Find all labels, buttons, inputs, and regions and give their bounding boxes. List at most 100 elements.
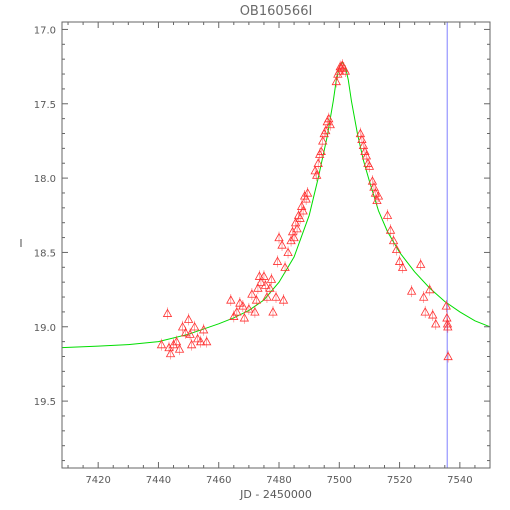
triangle-marker bbox=[321, 125, 331, 135]
data-point bbox=[186, 338, 197, 351]
data-point bbox=[372, 194, 382, 207]
data-point bbox=[244, 302, 254, 315]
triangle-marker bbox=[331, 76, 341, 86]
data-point bbox=[162, 307, 173, 320]
triangle-marker bbox=[229, 311, 239, 320]
data-point bbox=[274, 231, 284, 244]
y-tick-label: 18.5 bbox=[34, 248, 56, 259]
triangle-marker bbox=[192, 333, 203, 343]
triangle-marker bbox=[195, 336, 206, 346]
data-point bbox=[443, 350, 453, 363]
triangle-marker bbox=[385, 225, 396, 234]
triangle-marker bbox=[265, 283, 275, 292]
triangle-marker bbox=[189, 321, 200, 331]
triangle-marker bbox=[251, 295, 262, 304]
triangle-marker bbox=[298, 205, 308, 215]
data-point bbox=[391, 243, 402, 256]
triangle-marker bbox=[280, 262, 290, 271]
data-point bbox=[177, 320, 188, 333]
data-point bbox=[251, 294, 262, 307]
triangle-marker bbox=[358, 140, 369, 149]
data-point bbox=[174, 343, 185, 356]
triangle-marker bbox=[266, 274, 277, 283]
data-point bbox=[165, 347, 176, 360]
plot-frame bbox=[61, 21, 491, 469]
data-point bbox=[171, 335, 182, 348]
data-point bbox=[364, 160, 375, 173]
triangle-marker bbox=[441, 301, 451, 310]
triangle-marker bbox=[391, 244, 402, 254]
triangle-marker bbox=[183, 314, 194, 323]
triangle-marker bbox=[397, 262, 408, 271]
y-tick-label: 19.0 bbox=[34, 323, 56, 334]
triangle-marker bbox=[286, 235, 296, 245]
triangle-marker bbox=[425, 284, 435, 294]
data-point bbox=[239, 311, 250, 324]
data-point bbox=[394, 255, 405, 268]
triangle-marker bbox=[443, 351, 453, 361]
triangle-marker bbox=[292, 223, 302, 233]
triangle-marker bbox=[165, 348, 176, 358]
triangle-marker bbox=[238, 301, 248, 310]
data-point bbox=[442, 311, 452, 324]
data-point bbox=[183, 313, 194, 326]
triangle-marker bbox=[382, 210, 393, 219]
x-tick-label: 7500 bbox=[327, 475, 352, 486]
data-point bbox=[425, 283, 435, 296]
triangle-marker bbox=[312, 170, 322, 179]
data-point bbox=[262, 291, 272, 304]
triangle-marker bbox=[239, 313, 250, 322]
triangle-marker bbox=[388, 235, 399, 245]
data-point bbox=[302, 186, 313, 199]
triangle-marker bbox=[198, 324, 209, 334]
y-tick-label: 17.0 bbox=[34, 25, 56, 36]
triangle-marker bbox=[274, 232, 284, 242]
data-point bbox=[277, 239, 287, 251]
axes: 7420 7440 7460 7480 7500 7520 7540 17.0 17.5 18.0… bbox=[34, 22, 491, 486]
data-point bbox=[298, 204, 308, 217]
x-tick-label: 7480 bbox=[266, 475, 291, 486]
triangle-marker bbox=[316, 146, 326, 155]
data-point bbox=[195, 335, 206, 348]
triangle-marker bbox=[295, 213, 305, 222]
data-point bbox=[265, 282, 275, 295]
triangle-marker bbox=[201, 336, 212, 346]
x-tick-label: 7420 bbox=[85, 475, 110, 486]
triangle-marker bbox=[287, 226, 298, 236]
data-point bbox=[292, 222, 302, 235]
data-point bbox=[271, 291, 281, 304]
data-point bbox=[250, 305, 260, 318]
data-point bbox=[180, 326, 191, 339]
triangle-marker bbox=[289, 232, 299, 242]
triangle-marker bbox=[428, 310, 438, 319]
plot-area bbox=[61, 22, 491, 468]
triangle-marker bbox=[277, 240, 287, 249]
data-point bbox=[325, 118, 335, 131]
triangle-marker bbox=[247, 289, 257, 298]
triangle-marker bbox=[171, 336, 182, 346]
triangle-marker bbox=[431, 318, 441, 328]
x-axis-label: JD - 2450000 bbox=[239, 488, 312, 501]
triangle-marker bbox=[420, 307, 430, 316]
y-tick-label: 18.0 bbox=[34, 174, 56, 185]
triangle-marker bbox=[254, 271, 265, 280]
data-point bbox=[406, 285, 417, 298]
data-point bbox=[201, 335, 212, 348]
triangle-marker bbox=[250, 307, 260, 316]
data-point bbox=[229, 310, 239, 323]
y-axis-label: I bbox=[19, 237, 22, 250]
data-point bbox=[268, 305, 278, 318]
data-point bbox=[397, 261, 408, 274]
triangle-marker bbox=[415, 259, 426, 268]
data-point bbox=[259, 270, 269, 283]
triangle-marker bbox=[168, 339, 179, 349]
triangle-marker bbox=[262, 292, 272, 301]
triangle-marker bbox=[253, 283, 263, 292]
data-point bbox=[238, 299, 248, 312]
triangle-marker bbox=[180, 327, 191, 337]
triangle-marker bbox=[174, 344, 185, 353]
triangle-marker bbox=[443, 321, 453, 331]
data-point bbox=[226, 294, 236, 307]
triangle-marker bbox=[260, 280, 271, 289]
data-point bbox=[431, 317, 441, 330]
